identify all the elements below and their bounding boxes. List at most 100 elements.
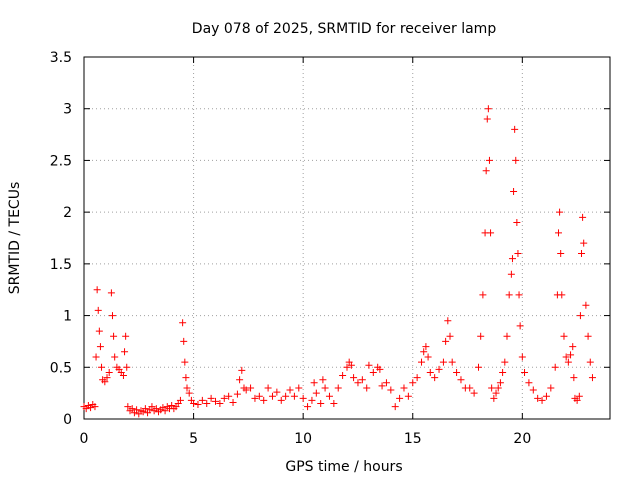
- data-point: [484, 105, 492, 113]
- y-tick-label: 2.5: [50, 153, 72, 169]
- data-point: [396, 394, 404, 402]
- data-point: [365, 361, 373, 369]
- data-point: [93, 286, 101, 294]
- data-point: [501, 358, 509, 366]
- data-point: [182, 374, 190, 382]
- data-point: [511, 125, 519, 133]
- data-point: [91, 403, 99, 411]
- data-point: [446, 332, 454, 340]
- data-point: [490, 394, 498, 402]
- data-point: [576, 312, 584, 320]
- data-point: [111, 353, 119, 361]
- data-point: [242, 386, 250, 394]
- data-point: [505, 291, 513, 299]
- data-point: [579, 213, 587, 221]
- data-point: [101, 378, 109, 386]
- data-point: [330, 399, 338, 407]
- data-point: [507, 270, 515, 278]
- data-point: [98, 363, 106, 371]
- data-point: [185, 389, 193, 397]
- data-point: [475, 363, 482, 371]
- data-point: [299, 394, 307, 402]
- data-point: [382, 379, 390, 387]
- x-axis-title: GPS time / hours: [285, 459, 402, 475]
- data-point: [343, 363, 351, 371]
- data-point: [121, 348, 129, 356]
- data-point: [457, 376, 465, 384]
- data-point: [216, 399, 224, 407]
- data-point: [378, 382, 386, 390]
- data-point: [422, 343, 430, 351]
- y-tick-label: 0.5: [50, 360, 72, 376]
- data-point: [363, 384, 371, 392]
- data-point: [584, 332, 592, 340]
- data-point: [321, 384, 329, 392]
- y-tick-label: 0: [63, 412, 72, 428]
- data-point: [560, 332, 568, 340]
- data-point: [391, 403, 399, 411]
- data-point: [92, 353, 100, 361]
- data-point: [310, 379, 318, 387]
- data-point: [369, 368, 377, 376]
- data-point: [513, 218, 521, 226]
- data-point: [290, 392, 298, 400]
- data-point: [94, 306, 102, 314]
- data-point: [277, 396, 285, 404]
- data-point: [225, 392, 233, 400]
- data-point: [492, 389, 500, 397]
- data-point: [180, 337, 188, 345]
- data-point: [308, 396, 316, 404]
- data-point: [426, 368, 434, 376]
- data-point: [122, 332, 130, 340]
- data-point: [229, 398, 237, 406]
- data-point: [304, 403, 312, 411]
- data-point: [179, 319, 187, 327]
- data-point: [569, 343, 577, 351]
- data-point: [518, 353, 526, 361]
- data-point: [119, 372, 127, 380]
- data-point: [515, 291, 523, 299]
- data-point: [247, 384, 255, 392]
- data-point: [95, 327, 103, 335]
- data-point: [516, 322, 524, 330]
- data-point: [496, 379, 504, 387]
- data-point: [347, 361, 355, 369]
- data-point: [466, 384, 474, 392]
- data-point: [400, 384, 408, 392]
- chart-title: Day 078 of 2025, SRMTID for receiver lam…: [192, 21, 497, 37]
- data-point: [133, 406, 141, 414]
- data-point: [567, 351, 575, 359]
- data-point: [107, 289, 115, 297]
- y-tick-label: 3: [63, 102, 72, 118]
- data-point: [358, 376, 366, 384]
- y-tick-label: 2: [63, 205, 72, 221]
- data-point: [334, 384, 342, 392]
- data-point: [128, 405, 136, 413]
- data-point: [551, 363, 559, 371]
- data-points-layer: [80, 105, 596, 418]
- data-point: [387, 386, 395, 394]
- data-point: [448, 358, 456, 366]
- data-point: [141, 405, 149, 413]
- data-point: [96, 343, 104, 351]
- data-point: [418, 358, 426, 366]
- data-point: [350, 374, 358, 382]
- data-point: [477, 332, 485, 340]
- data-point: [512, 156, 520, 164]
- data-point: [558, 291, 566, 299]
- y-tick-label: 1: [63, 309, 72, 325]
- data-point: [514, 250, 522, 258]
- data-point: [176, 396, 184, 404]
- data-point: [282, 392, 290, 400]
- x-tick-label: 5: [189, 431, 198, 447]
- data-point: [525, 379, 533, 387]
- data-point: [557, 250, 565, 258]
- data-point: [562, 353, 570, 361]
- data-point: [453, 368, 461, 376]
- x-tick-label: 20: [513, 431, 531, 447]
- data-point: [181, 358, 189, 366]
- data-point: [573, 396, 581, 404]
- data-point: [404, 392, 412, 400]
- data-point: [485, 156, 493, 164]
